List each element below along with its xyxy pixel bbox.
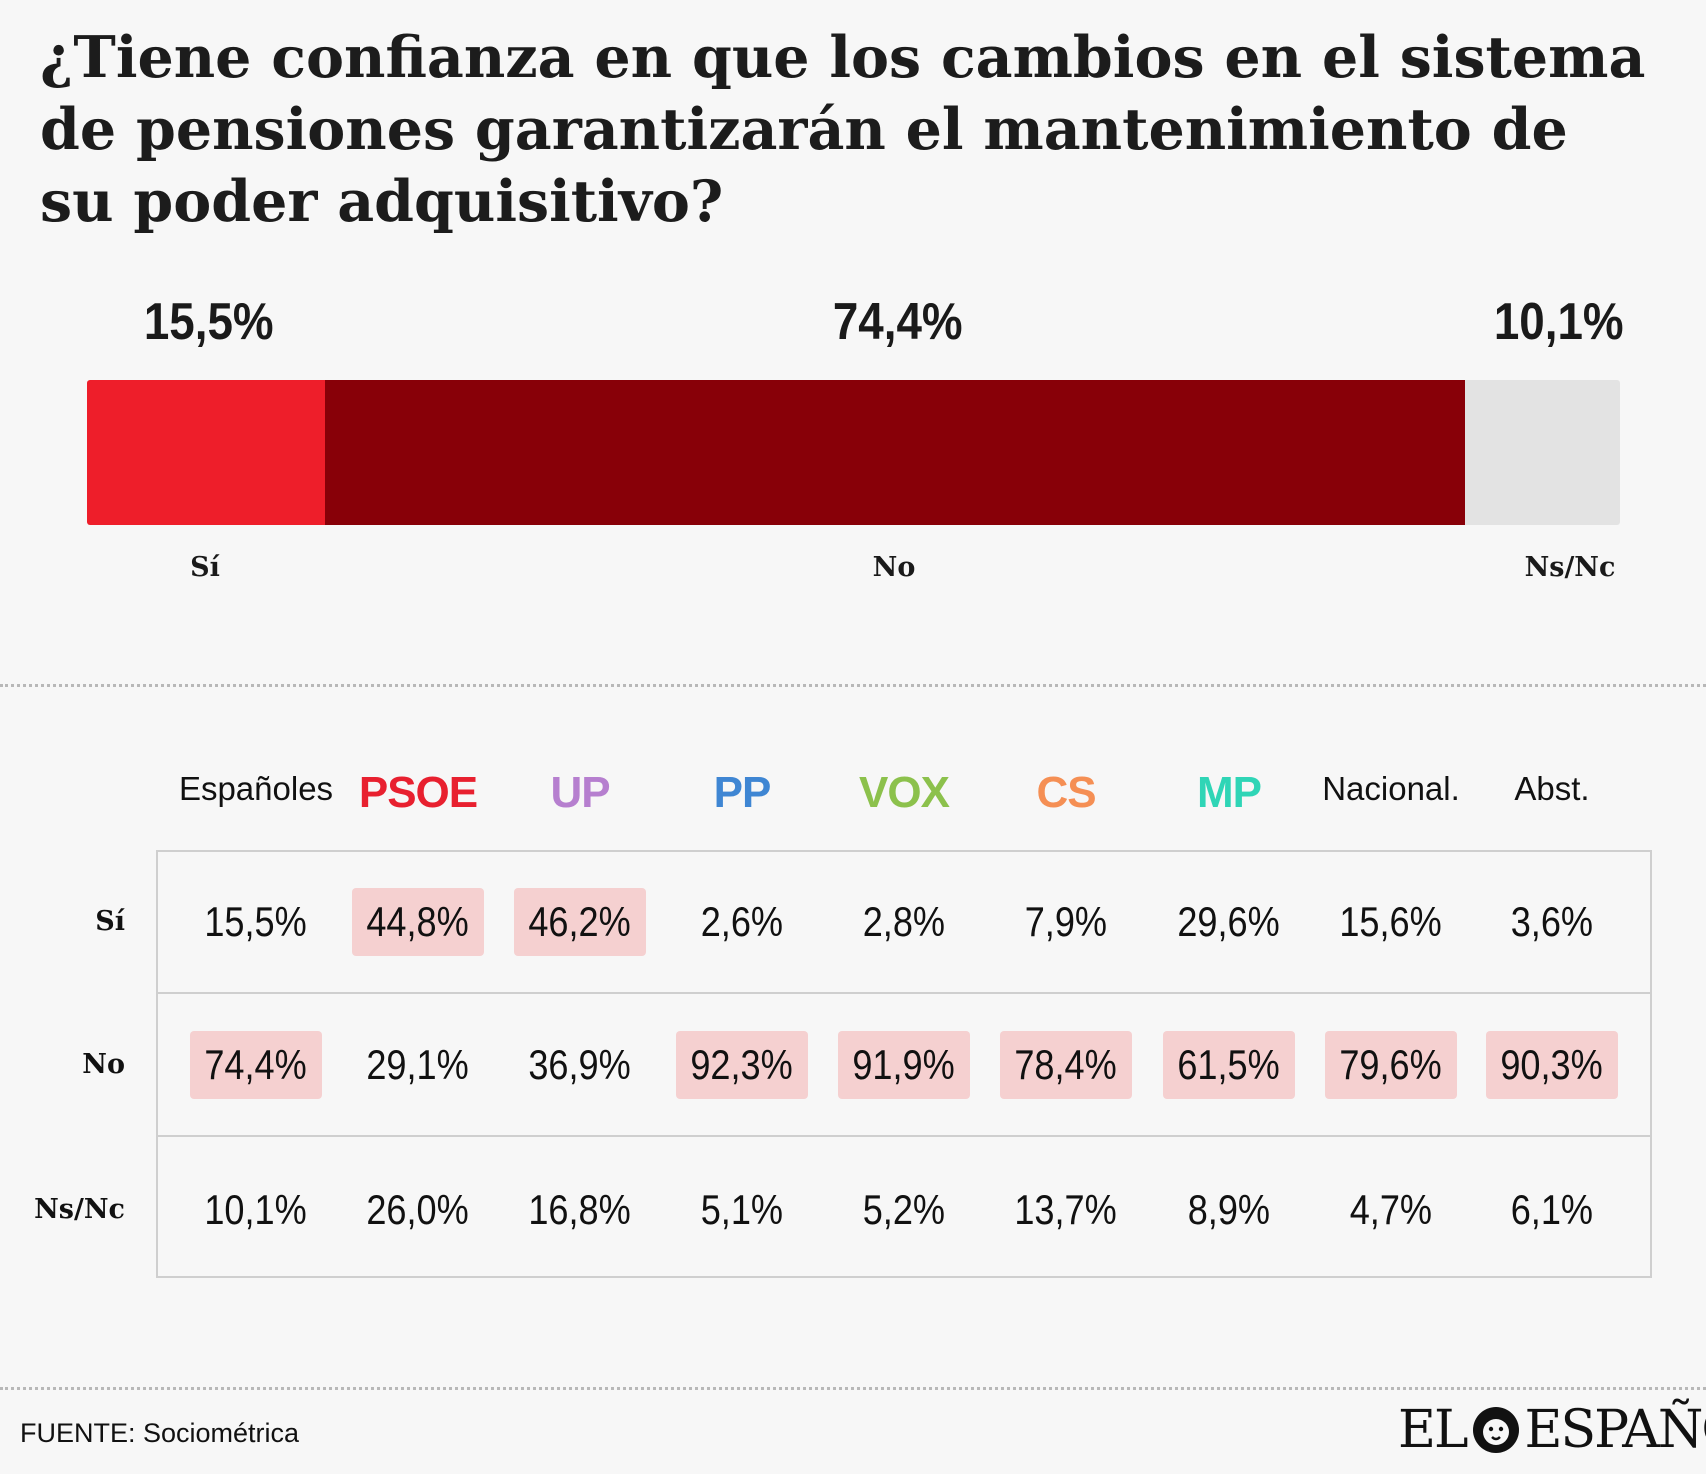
bar-segment-2: [1465, 380, 1620, 525]
table-cell-value: 2,6%: [700, 898, 784, 945]
table-cell: 78,4%: [1000, 1031, 1132, 1099]
table-cell: 79,6%: [1325, 1031, 1457, 1099]
table-cell-value: 2,8%: [862, 898, 946, 945]
bar-category-label: No: [872, 552, 916, 583]
table-cell: 8,9%: [1163, 1176, 1295, 1244]
el-espanol-logo: EL ESPAÑOL: [1398, 1400, 1706, 1460]
table-cell-value: 29,1%: [366, 1041, 470, 1088]
stacked-bar: [87, 380, 1620, 525]
table-cell-value: 10,1%: [204, 1186, 308, 1233]
table-cell: 26,0%: [352, 1176, 484, 1244]
row-divider: [156, 1135, 1652, 1137]
table-cell: 92,3%: [676, 1031, 808, 1099]
column-header: PSOE: [358, 768, 478, 817]
bar-value-label: 10,1%: [1493, 293, 1624, 351]
table-cell-value: 26,0%: [366, 1186, 470, 1233]
table-cell: 36,9%: [514, 1031, 646, 1099]
table-cell-value: 6,1%: [1510, 1186, 1594, 1233]
table-cell: 29,6%: [1163, 888, 1295, 956]
column-header: UP: [550, 768, 610, 817]
table-cell-value: 15,5%: [204, 898, 308, 945]
table-cell-value: 90,3%: [1500, 1041, 1604, 1088]
column-header: Nacional.: [1322, 770, 1460, 807]
table-cell: 5,2%: [838, 1176, 970, 1244]
column-header: CS: [1036, 768, 1096, 817]
row-header: No: [82, 1049, 125, 1080]
table-cell: 2,8%: [838, 888, 970, 956]
table-cell: 46,2%: [514, 888, 646, 956]
table-cell: 91,9%: [838, 1031, 970, 1099]
table-cell: 29,1%: [352, 1031, 484, 1099]
row-divider: [156, 992, 1652, 994]
table-cell-value: 91,9%: [852, 1041, 956, 1088]
table-cell-value: 44,8%: [366, 898, 470, 945]
table-cell: 10,1%: [190, 1176, 322, 1244]
table-cell: 3,6%: [1486, 888, 1618, 956]
column-header: Españoles: [178, 770, 334, 807]
chart-title: ¿Tiene confianza en que los cambios en e…: [40, 24, 1646, 235]
table-cell-value: 13,7%: [1014, 1186, 1118, 1233]
table-cell-value: 29,6%: [1177, 898, 1281, 945]
lion-head-icon: [1472, 1407, 1519, 1453]
logo-text-right: ESPAÑOL: [1524, 1400, 1706, 1460]
row-header: Sí: [95, 906, 125, 937]
table-cell-value: 46,2%: [528, 898, 632, 945]
table-cell: 6,1%: [1486, 1176, 1618, 1244]
table-cell: 13,7%: [1000, 1176, 1132, 1244]
table-cell: 44,8%: [352, 888, 484, 956]
table-cell-value: 5,2%: [862, 1186, 946, 1233]
source-note: FUENTE: Sociométrica: [20, 1418, 300, 1448]
table-cell-value: 78,4%: [1014, 1041, 1118, 1088]
column-header: VOX: [859, 768, 950, 817]
divider-top: [0, 684, 1706, 687]
bar-segment-1: [324, 380, 1466, 525]
table-cell-value: 36,9%: [528, 1041, 632, 1088]
table-cell-value: 74,4%: [204, 1041, 308, 1088]
divider-bottom: [0, 1387, 1706, 1390]
column-header: Abst.: [1514, 770, 1590, 807]
table-cell-value: 3,6%: [1510, 898, 1594, 945]
row-header: Ns/Nc: [34, 1194, 125, 1225]
table-cell-value: 16,8%: [528, 1186, 632, 1233]
bar-category-label: Sí: [190, 552, 220, 583]
table-cell: 7,9%: [1000, 888, 1132, 956]
bar-segment-0: [87, 380, 325, 525]
table-cell-value: 92,3%: [690, 1041, 794, 1088]
table-cell: 2,6%: [676, 888, 808, 956]
column-header: PP: [713, 768, 772, 817]
table-cell-value: 5,1%: [700, 1186, 784, 1233]
table-cell-value: 7,9%: [1024, 898, 1108, 945]
table-cell: 61,5%: [1163, 1031, 1295, 1099]
table-cell: 4,7%: [1325, 1176, 1457, 1244]
bar-category-label: Ns/Nc: [1524, 552, 1616, 583]
logo-text-left: EL: [1398, 1400, 1468, 1460]
table-cell-value: 4,7%: [1349, 1186, 1433, 1233]
table-cell-value: 8,9%: [1187, 1186, 1271, 1233]
table-cell-value: 61,5%: [1177, 1041, 1281, 1088]
table-cell: 74,4%: [190, 1031, 322, 1099]
table-cell: 15,5%: [190, 888, 322, 956]
table-cell-value: 79,6%: [1339, 1041, 1443, 1088]
table-cell: 16,8%: [514, 1176, 646, 1244]
table-cell: 90,3%: [1486, 1031, 1618, 1099]
column-header: MP: [1197, 768, 1262, 817]
bar-value-label: 74,4%: [832, 293, 963, 351]
table-cell: 5,1%: [676, 1176, 808, 1244]
bar-value-label: 15,5%: [143, 293, 274, 351]
table-cell: 15,6%: [1325, 888, 1457, 956]
table-cell-value: 15,6%: [1339, 898, 1443, 945]
